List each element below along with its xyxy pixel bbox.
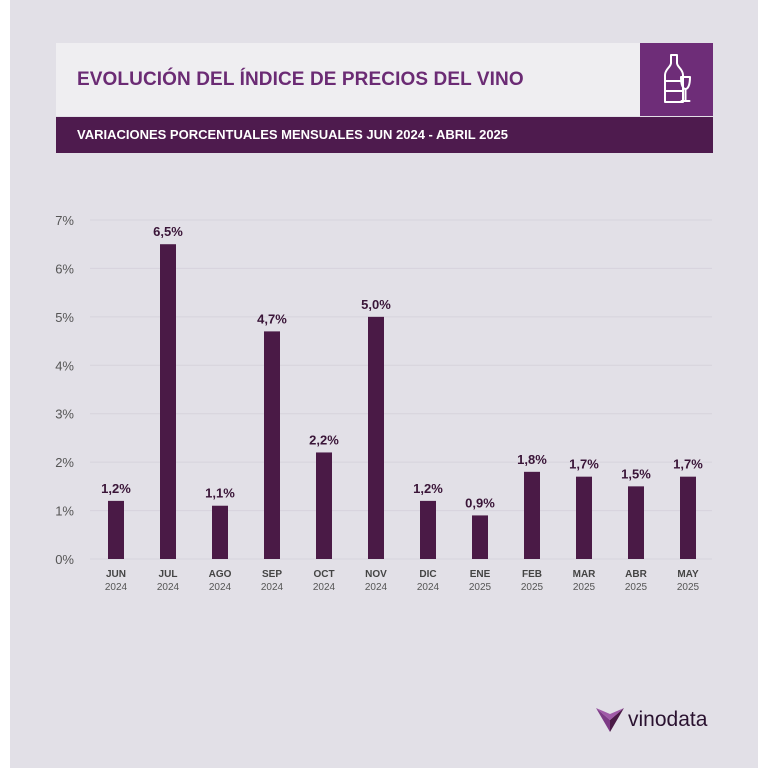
bar — [524, 471, 540, 559]
x-tick-year: 2025 — [521, 582, 544, 593]
x-tick-label: FEB — [522, 569, 542, 580]
data-label: 5,0% — [361, 297, 391, 312]
x-tick-label: MAR — [573, 569, 597, 580]
data-label: 1,2% — [101, 481, 131, 496]
bar — [108, 500, 124, 559]
y-tick-label: 0% — [55, 552, 74, 567]
data-label: 6,5% — [153, 224, 183, 239]
x-tick-label: JUL — [159, 569, 178, 580]
x-tick-year: 2024 — [105, 582, 128, 593]
y-tick-label: 6% — [55, 261, 74, 276]
y-tick-label: 5% — [55, 310, 74, 325]
data-label: 1,8% — [517, 452, 547, 467]
y-tick-label: 1% — [55, 504, 74, 519]
y-tick-label: 7% — [55, 213, 74, 228]
data-label: 1,1% — [205, 486, 235, 501]
bar — [680, 476, 696, 559]
data-label: 4,7% — [257, 311, 287, 326]
x-tick-label: ABR — [625, 569, 647, 580]
bar — [264, 331, 280, 559]
wine-bottle-glass-icon — [664, 54, 691, 103]
x-tick-label: SEP — [262, 569, 282, 580]
x-tick-year: 2024 — [313, 582, 336, 593]
data-label: 2,2% — [309, 432, 339, 447]
x-tick-year: 2025 — [625, 582, 648, 593]
brand-name: vinodata — [628, 708, 708, 731]
x-tick-year: 2024 — [261, 582, 284, 593]
x-tick-year: 2025 — [677, 582, 700, 593]
data-label: 0,9% — [465, 495, 495, 510]
data-label: 1,7% — [569, 457, 599, 472]
data-label: 1,5% — [621, 466, 651, 481]
bar — [160, 244, 176, 559]
x-tick-label: MAY — [677, 569, 699, 580]
x-tick-year: 2024 — [209, 582, 232, 593]
x-tick-label: ENE — [470, 569, 491, 580]
y-tick-label: 2% — [55, 455, 74, 470]
x-tick-year: 2024 — [365, 582, 388, 593]
x-tick-label: DIC — [419, 569, 436, 580]
bar — [472, 515, 488, 559]
x-tick-year: 2025 — [469, 582, 492, 593]
x-tick-label: JUN — [106, 569, 126, 580]
x-tick-label: AGO — [209, 569, 232, 580]
bar — [420, 500, 436, 559]
subtitle-band: VARIACIONES PORCENTUALES MENSUALES JUN 2… — [56, 117, 713, 153]
bar — [628, 486, 644, 559]
chart-title: EVOLUCIÓN DEL ÍNDICE DE PRECIOS DEL VINO — [77, 69, 524, 90]
x-tick-label: OCT — [313, 569, 334, 580]
title-panel: EVOLUCIÓN DEL ÍNDICE DE PRECIOS DEL VINO — [56, 43, 640, 116]
wine-icon-panel — [640, 43, 713, 116]
data-label: 1,2% — [413, 481, 443, 496]
x-tick-year: 2025 — [573, 582, 596, 593]
data-label: 1,7% — [673, 457, 703, 472]
bar — [212, 505, 228, 559]
vinodata-v-logo-icon — [596, 708, 624, 732]
bar — [576, 476, 592, 559]
chart-subtitle: VARIACIONES PORCENTUALES MENSUALES JUN 2… — [77, 127, 509, 142]
bar — [316, 452, 332, 559]
x-tick-year: 2024 — [417, 582, 440, 593]
bar — [368, 316, 384, 559]
x-tick-year: 2024 — [157, 582, 180, 593]
y-tick-label: 3% — [55, 407, 74, 422]
y-tick-label: 4% — [55, 358, 74, 373]
x-tick-label: NOV — [365, 569, 387, 580]
